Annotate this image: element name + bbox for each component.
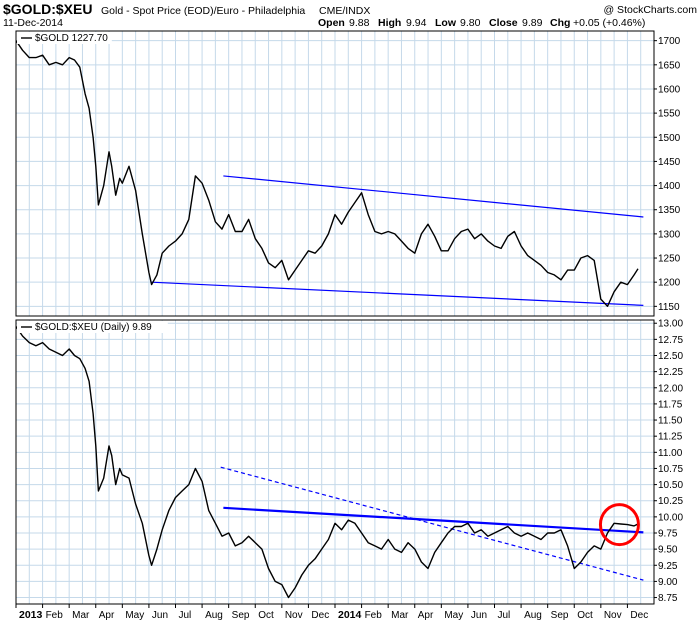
x-tick-label: Sep [232,610,250,621]
exchange-label: CME/INDX [319,5,370,17]
x-tick-label: Apr [99,610,115,621]
date-label: 11-Dec-2014 [3,17,63,29]
x-tick-label: Feb [365,610,383,621]
symbol-title: $GOLD:$XEU [3,1,92,17]
high-value: 9.94 [406,17,427,29]
x-tick-label: Dec [630,610,648,621]
price-series-line [15,326,639,599]
x-tick-label: Jul [179,610,192,621]
y-tick-label: 1350 [658,205,681,216]
x-tick-label: Oct [258,610,274,621]
x-tick-label: May [444,610,463,621]
y-tick-label: 12.00 [658,383,683,394]
y-tick-label: 10.00 [658,512,683,523]
x-tick-label: Mar [72,610,90,621]
x-tick-label: Mar [391,610,409,621]
y-tick-label: 10.75 [658,464,683,475]
x-tick-label: Jul [498,610,511,621]
panel-legend: $GOLD 1227.70 [35,33,108,44]
plot-border [15,30,655,317]
x-tick-label: Dec [311,610,329,621]
y-tick-label: 1200 [658,278,681,289]
y-tick-label: 11.75 [658,399,683,410]
close-label: Close [489,17,518,29]
y-tick-label: 1400 [658,181,681,192]
copyright-label: @ StockCharts.com [603,4,697,16]
x-tick-label: 2014 [338,609,362,621]
y-tick-label: 11.25 [658,432,683,443]
y-tick-label: 1150 [658,302,680,313]
trendline-dashed [220,466,644,581]
y-tick-label: 1700 [658,36,681,47]
y-tick-label: 9.00 [658,577,678,588]
x-axis: 2013 Feb Mar Apr May Jun Jul Aug Sep Oct Nov Dec 201… [15,603,654,621]
low-label: Low [435,17,457,29]
x-tick-label: 2013 [19,609,43,621]
chg-value: +0.05 (+0.46%) [573,17,645,29]
panel-legend: $GOLD:$XEU (Daily) 9.89 [35,322,152,333]
x-tick-label: Sep [551,610,569,621]
y-tick-label: 1650 [658,60,681,71]
y-tick-label: 11.00 [658,448,683,459]
panel-gold-usd: 1150 1200 1250 1300 1350 1400 1450 1500 1550 1600… [15,30,681,317]
symbol-description: Gold - Spot Price (EOD)/Euro - Philadelp… [101,5,305,17]
trendline [223,506,644,534]
y-tick-label: 11.50 [658,416,683,427]
panel-gold-eur: 8.75 9.00 9.25 9.50 9.75 10.00 10.25 10.50 10.75… [15,319,683,605]
y-tick-label: 9.50 [658,545,678,556]
y-tick-label: 1600 [658,84,681,95]
open-value: 9.88 [349,17,370,29]
trendline [151,281,644,306]
open-label: Open [318,17,345,29]
x-tick-label: May [125,610,144,621]
high-label: High [378,17,401,29]
legend-bg [17,32,112,44]
x-tick-label: Apr [418,610,434,621]
y-tick-label: 13.00 [658,319,683,330]
x-tick-label: Nov [604,610,622,621]
y-tick-label: 10.25 [658,496,683,507]
y-tick-label: 12.25 [658,367,683,378]
x-tick-label: Aug [524,610,542,621]
y-tick-label: 9.75 [658,529,678,540]
y-tick-label: 10.50 [658,480,683,491]
legend-bg [17,321,168,333]
x-tick-label: Nov [285,610,303,621]
trendline [223,175,644,218]
y-tick-label: 1500 [658,133,681,144]
x-tick-label: Aug [205,610,223,621]
low-value: 9.80 [460,17,481,29]
y-tick-label: 8.75 [658,593,678,604]
close-value: 9.89 [522,17,543,29]
x-tick-label: Oct [577,610,593,621]
y-tick-label: 12.75 [658,335,683,346]
x-tick-label: Jun [471,610,487,621]
x-tick-label: Feb [46,610,64,621]
price-series-line [15,40,639,307]
y-tick-label: 1450 [658,157,681,168]
y-tick-label: 12.50 [658,351,683,362]
y-tick-label: 1250 [658,254,681,265]
x-tick-label: Jun [152,610,168,621]
chg-label: Chg [550,17,570,29]
highlight-circle [598,503,640,547]
y-tick-label: 1550 [658,109,681,120]
y-tick-label: 1300 [658,229,681,240]
y-tick-label: 9.25 [658,561,678,572]
